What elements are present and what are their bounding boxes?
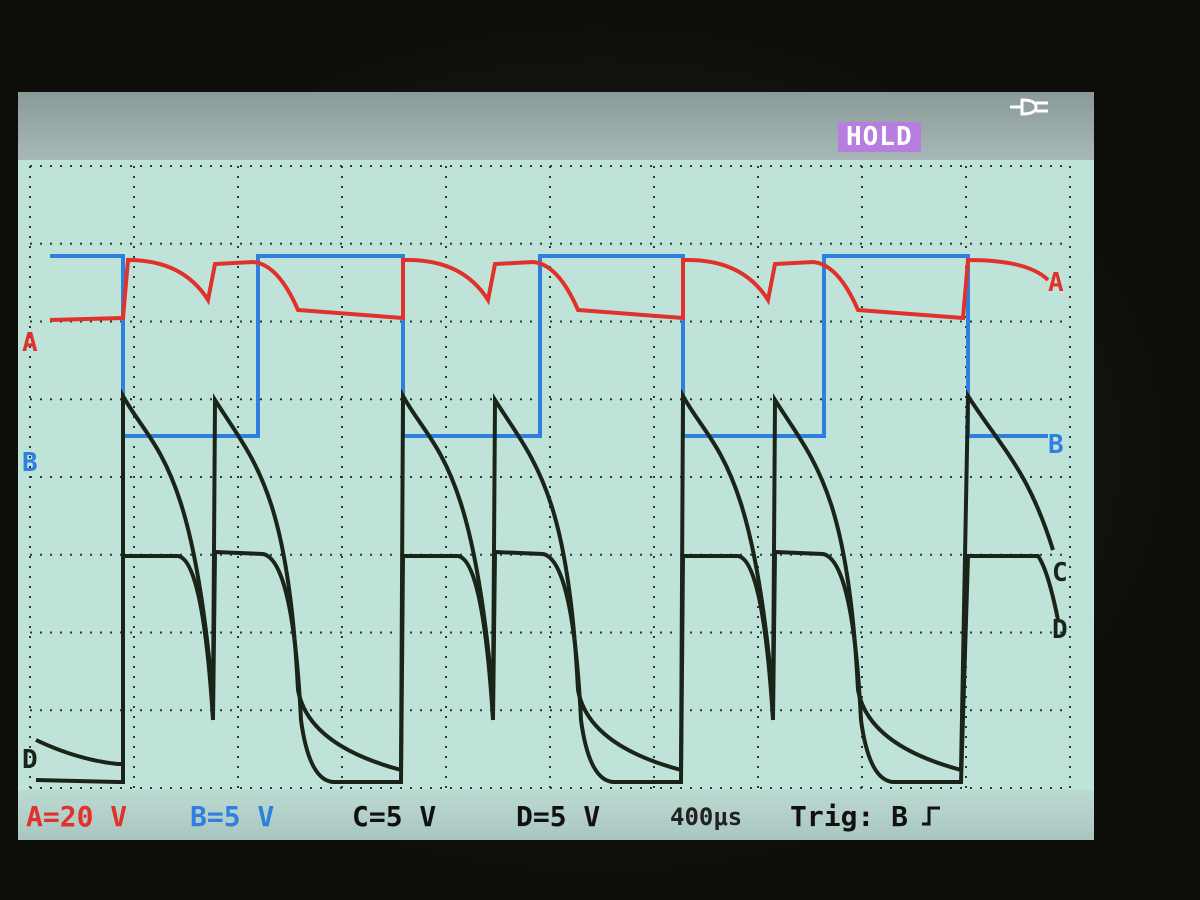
channel-b-trace <box>50 254 1048 438</box>
channel-a-trace-label: A <box>1048 268 1064 298</box>
trigger-readout: Trig: B <box>790 800 909 833</box>
channel-a-scale: A=20 V <box>26 800 128 833</box>
channel-c-trace <box>35 388 1055 773</box>
bottom-status-bar: A=20 V B=5 V C=5 V D=5 V 400μs Trig: B <box>18 790 1094 840</box>
waveform-area: A B D A B C D <box>18 160 1094 790</box>
channel-d-trace <box>35 549 1060 784</box>
hold-indicator: HOLD <box>838 122 921 152</box>
channel-b-ground-marker: B <box>22 448 38 478</box>
channel-c-scale: C=5 V <box>352 800 437 833</box>
channel-c-trace-label: C <box>1052 558 1068 588</box>
timebase-readout: 400μs <box>670 803 743 831</box>
top-status-bar: HOLD <box>18 92 1094 160</box>
rising-edge-icon <box>922 806 940 826</box>
channel-d-scale: D=5 V <box>516 800 601 833</box>
channel-d-trace-label: D <box>1052 615 1068 645</box>
channel-a-trace <box>49 257 1050 322</box>
channel-b-scale: B=5 V <box>190 800 275 833</box>
channel-a-ground-marker: A <box>22 328 38 358</box>
oscilloscope-screen: HOLD A B D A B C D A=20 V B=5 V C=5 V <box>18 92 1094 840</box>
channel-b-trace-label: B <box>1048 430 1064 460</box>
power-plug-icon <box>1010 98 1048 116</box>
channel-d-ground-marker: D <box>22 745 38 775</box>
waveform-plot <box>29 165 1071 789</box>
